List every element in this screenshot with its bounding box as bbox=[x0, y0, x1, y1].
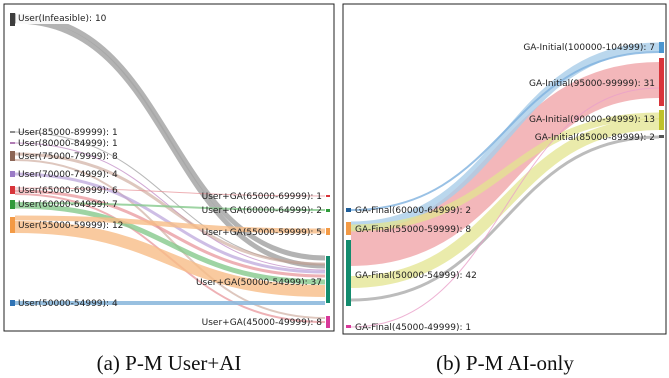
label-user-55000: User(55000-59999): 12 bbox=[18, 221, 123, 231]
label-gafinal-60000: GA-Final(60000-64999): 2 bbox=[355, 206, 471, 216]
label-gafinal-45000: GA-Final(45000-49999): 1 bbox=[355, 323, 471, 333]
node-bar-user-infeasible bbox=[10, 13, 15, 26]
node-bar-user-85000 bbox=[10, 131, 15, 133]
flow-60000-to-50000 bbox=[14, 203, 326, 285]
flow-55000-to-55000 bbox=[14, 215, 326, 234]
label-user-infeasible: User(Infeasible): 10 bbox=[18, 14, 107, 24]
node-bar-user-75000 bbox=[10, 151, 15, 161]
flow-to-100000 bbox=[350, 42, 660, 231]
node-bar-gainitial-85000 bbox=[659, 135, 664, 138]
node-bar-user-60000 bbox=[10, 200, 15, 209]
label-userga-50000: User+GA(50000-54999): 37 bbox=[196, 278, 322, 288]
flow-infeasible-to-50000 bbox=[14, 18, 326, 269]
label-gafinal-55000: GA-Final(55000-59999): 8 bbox=[355, 225, 471, 235]
label-user-65000: User(65000-69999): 6 bbox=[18, 186, 118, 196]
flow-50000-to-90000 bbox=[350, 118, 660, 288]
label-gainitial-85000: GA-Initial(85000-89999): 2 bbox=[535, 133, 655, 143]
label-gainitial-90000: GA-Initial(90000-94999): 13 bbox=[529, 115, 655, 125]
node-bar-user-50000 bbox=[10, 300, 15, 306]
label-gafinal-50000: GA-Final(50000-54999): 42 bbox=[355, 271, 477, 281]
panel-a-flows bbox=[14, 13, 326, 323]
label-userga-65000: User+GA(65000-69999): 1 bbox=[202, 192, 322, 202]
node-bar-userga-55000 bbox=[326, 228, 330, 235]
label-user-60000: User(60000-64999): 7 bbox=[18, 200, 118, 210]
flow-60000-to-60000 bbox=[14, 202, 326, 211]
flow-45000-to-95000 bbox=[350, 87, 660, 328]
panel-a: User(Infeasible): 10 User(85000-89999): … bbox=[3, 3, 335, 332]
label-userga-45000: User+GA(45000-49999): 8 bbox=[202, 318, 323, 328]
panel-b: GA-Final(60000-64999): 2 GA-Final(55000-… bbox=[342, 3, 667, 335]
node-bar-userga-60000 bbox=[326, 209, 330, 212]
panel-a-frame bbox=[3, 3, 335, 332]
node-bar-gainitial-100000 bbox=[659, 42, 664, 53]
node-bar-usergа-65000 bbox=[326, 195, 330, 197]
flow-infeasible-to-50000 bbox=[14, 13, 326, 261]
node-bar-gafinal-50000 bbox=[346, 240, 351, 306]
node-bar-user-65000 bbox=[10, 186, 15, 194]
flow-60000-to-100000 bbox=[350, 51, 660, 211]
flow-50000-to-85000 bbox=[350, 135, 660, 302]
node-bar-gafinal-45000 bbox=[346, 325, 351, 328]
node-bar-userga-45000 bbox=[326, 316, 330, 328]
node-bar-gainitial-90000 bbox=[659, 110, 664, 130]
node-bar-user-80000 bbox=[10, 142, 15, 144]
caption-panel-a: (a) P-M User+AI bbox=[97, 351, 242, 375]
flow-50000-to-95000 bbox=[350, 62, 660, 266]
flow-55000-to-50000 bbox=[14, 221, 326, 297]
flow-65000-to-50000 bbox=[14, 189, 326, 278]
label-user-80000: User(80000-84999): 1 bbox=[18, 139, 118, 149]
panel-b-flows bbox=[350, 42, 660, 328]
node-bar-gainitial-95000 bbox=[659, 58, 664, 106]
caption-panel-b: (b) P-M AI-only bbox=[436, 351, 574, 375]
label-userga-55000: User+GA(55000-59999): 5 bbox=[202, 228, 322, 238]
label-userga-60000: User+GA(60000-64999): 2 bbox=[202, 206, 322, 216]
flow-55000-to-90000 bbox=[350, 112, 660, 232]
flow-75000-to-45000 bbox=[14, 159, 326, 319]
node-bar-gafinal-55000 bbox=[346, 222, 351, 235]
flow-65000-to-65000 bbox=[14, 187, 326, 197]
panel-b-frame bbox=[342, 3, 667, 335]
node-bar-gafinal-60000 bbox=[346, 208, 351, 212]
label-user-50000: User(50000-54999): 4 bbox=[18, 299, 118, 309]
node-bar-user-55000 bbox=[10, 217, 15, 233]
node-bar-userga-50000 bbox=[326, 256, 330, 303]
label-user-75000: User(75000-79999): 8 bbox=[18, 152, 118, 162]
label-user-85000: User(85000-89999): 1 bbox=[18, 128, 118, 138]
node-bar-user-70000 bbox=[10, 171, 15, 177]
flow-75000-to-50000 bbox=[14, 152, 326, 266]
label-gainitial-100000: GA-Initial(100000-104999): 7 bbox=[523, 43, 655, 53]
label-user-70000: User(70000-74999): 4 bbox=[18, 170, 118, 180]
label-gainitial-95000: GA-Initial(95000-99999): 31 bbox=[529, 79, 655, 89]
